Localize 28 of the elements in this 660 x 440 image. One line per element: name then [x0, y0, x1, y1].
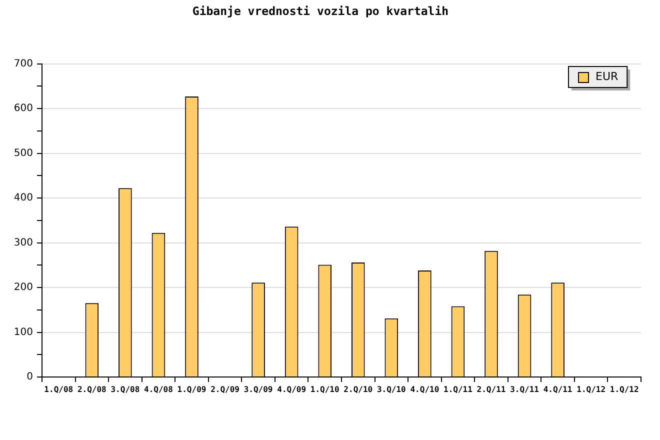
x-tick-label: 3.Q/11	[510, 384, 540, 394]
y-tick-label: 700	[14, 58, 33, 70]
y-tick-label: 0	[26, 372, 33, 383]
x-tick-label: 3.Q/09	[244, 384, 273, 394]
y-tick-label: 500	[14, 148, 33, 159]
x-tick-label: 1.Q/10	[310, 384, 340, 394]
x-tick-label: 2.Q/09	[210, 384, 240, 394]
chart-title: Gibanje vrednosti vozila po kvartalih	[192, 4, 449, 18]
x-tick-label: 4.Q/09	[277, 384, 306, 394]
x-tick-label: 2.Q/08	[77, 384, 107, 394]
x-tick-label: 4.Q/08	[144, 384, 174, 394]
x-tick-label: 3.Q/10	[376, 384, 406, 394]
x-tick-label: 4.Q/11	[543, 384, 572, 394]
y-tick-label: 100	[14, 326, 33, 338]
x-tick-label: 1.Q/12	[576, 384, 606, 394]
x-tick-label: 2.Q/10	[344, 384, 373, 394]
y-tick-label: 300	[14, 237, 33, 248]
x-tick-label: 1.Q/09	[177, 384, 206, 394]
legend-label: EUR	[596, 70, 618, 83]
y-tick-label: 600	[14, 103, 33, 114]
x-tick-label: 4.Q/10	[410, 384, 440, 394]
x-tick-label: 3.Q/08	[110, 384, 140, 394]
x-tick-label: 2.Q/11	[476, 384, 506, 394]
x-tick-label: 1.Q/11	[444, 384, 473, 394]
x-tick-label: 1.Q/12	[610, 384, 639, 394]
y-tick-label: 400	[14, 192, 33, 204]
y-tick-label: 200	[14, 282, 33, 294]
x-tick-label: 1.Q/08	[44, 384, 74, 394]
